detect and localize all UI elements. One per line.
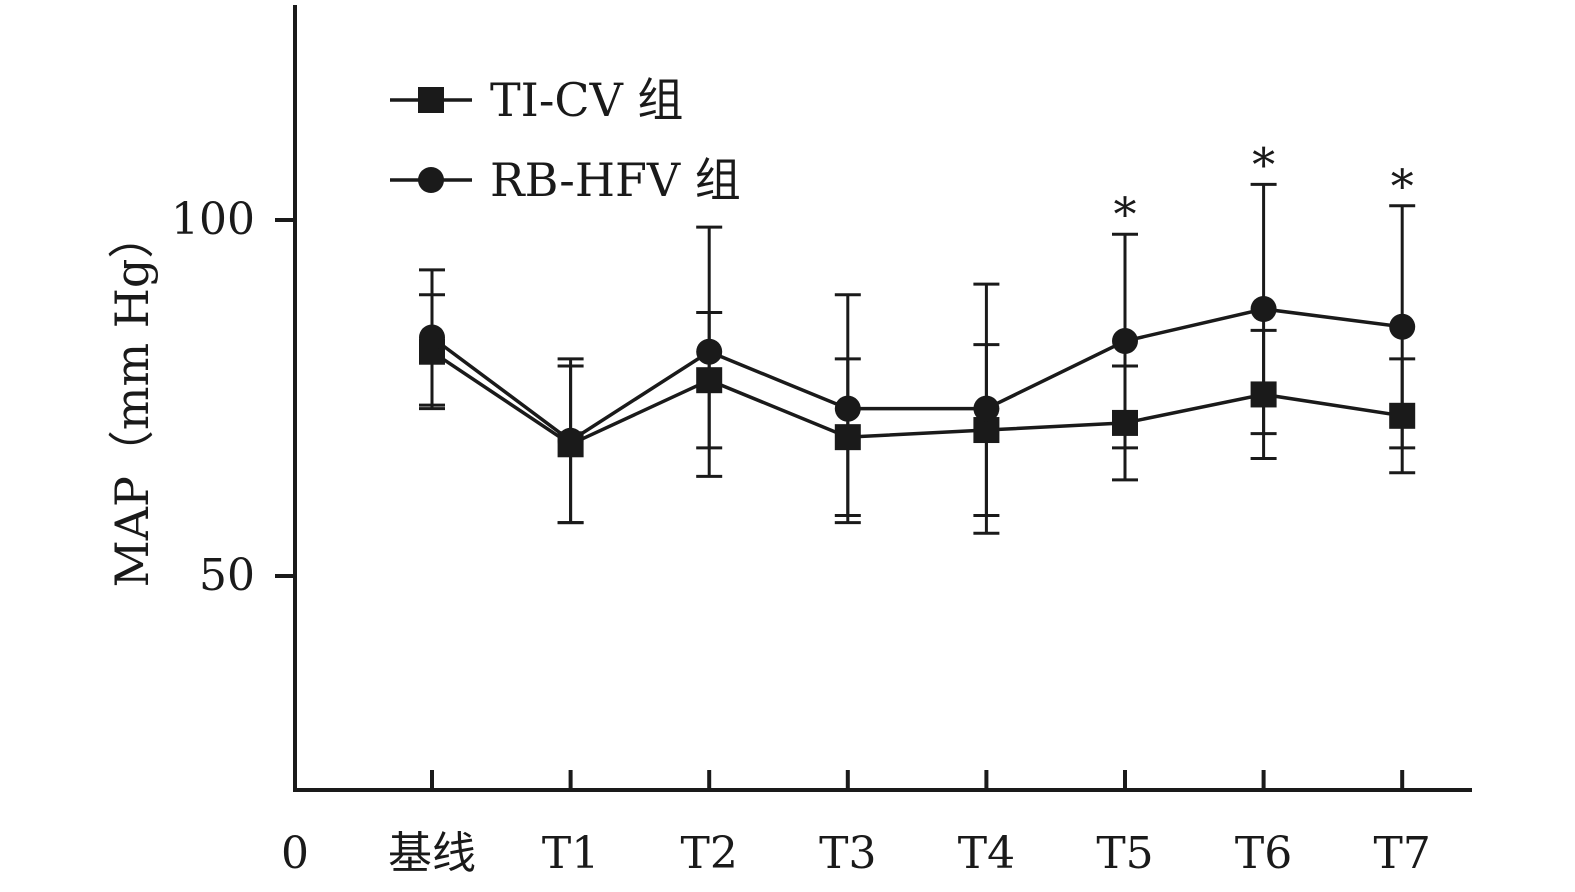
y-axis-label: MAP（mm Hg） (105, 213, 159, 588)
series-2-point-4 (973, 395, 1000, 422)
series-2-point-0 (419, 324, 445, 351)
series-2-point-3 (834, 395, 861, 422)
x-tick-label-2: T2 (681, 828, 738, 879)
y-ticks: 50 100 (171, 194, 295, 601)
legend-label: RB-HFV 组 (490, 153, 741, 207)
series-2-point-2 (696, 338, 723, 365)
x-tick-label-5: T5 (1096, 828, 1153, 879)
x-tick-label-0: 基线 (388, 828, 476, 879)
y-tick-label-100: 100 (171, 194, 255, 245)
series-2 (419, 182, 1416, 535)
series-1-line (431, 350, 1403, 447)
x-tick-label-1: T1 (542, 828, 599, 879)
significance-annotations: * * * (1114, 137, 1414, 241)
x-tick-label-6: T6 (1235, 828, 1292, 879)
legend: TI-CV 组 RB-HFV 组 (390, 73, 741, 207)
legend-label: TI-CV 组 (490, 73, 683, 127)
significance-marker-T6: * (1252, 137, 1275, 191)
series-2-point-1 (557, 427, 584, 454)
legend-square-marker (418, 87, 444, 113)
legend-entry-1: TI-CV 组 (390, 73, 683, 127)
series-2-point-5 (1112, 328, 1138, 355)
x-tick-label-7: T7 (1374, 828, 1431, 879)
legend-entry-2: RB-HFV 组 (390, 153, 741, 207)
series-2-line (430, 307, 1403, 443)
series-layer (419, 182, 1416, 535)
y-tick-label-50: 50 (199, 550, 255, 601)
series-2-point-7 (1389, 313, 1416, 340)
axes (293, 5, 1472, 792)
x-origin-label: 0 (281, 828, 309, 879)
series-2-point-6 (1250, 296, 1277, 322)
x-ticks: 0 基线 T1 T2 T3 T4 T5 T6 T7 (281, 770, 1431, 879)
legend-circle-marker (418, 167, 444, 193)
significance-marker-T5: * (1114, 187, 1137, 241)
x-tick-label-4: T4 (958, 828, 1015, 879)
significance-marker-T7: * (1391, 159, 1414, 213)
x-tick-label-3: T3 (819, 828, 876, 879)
